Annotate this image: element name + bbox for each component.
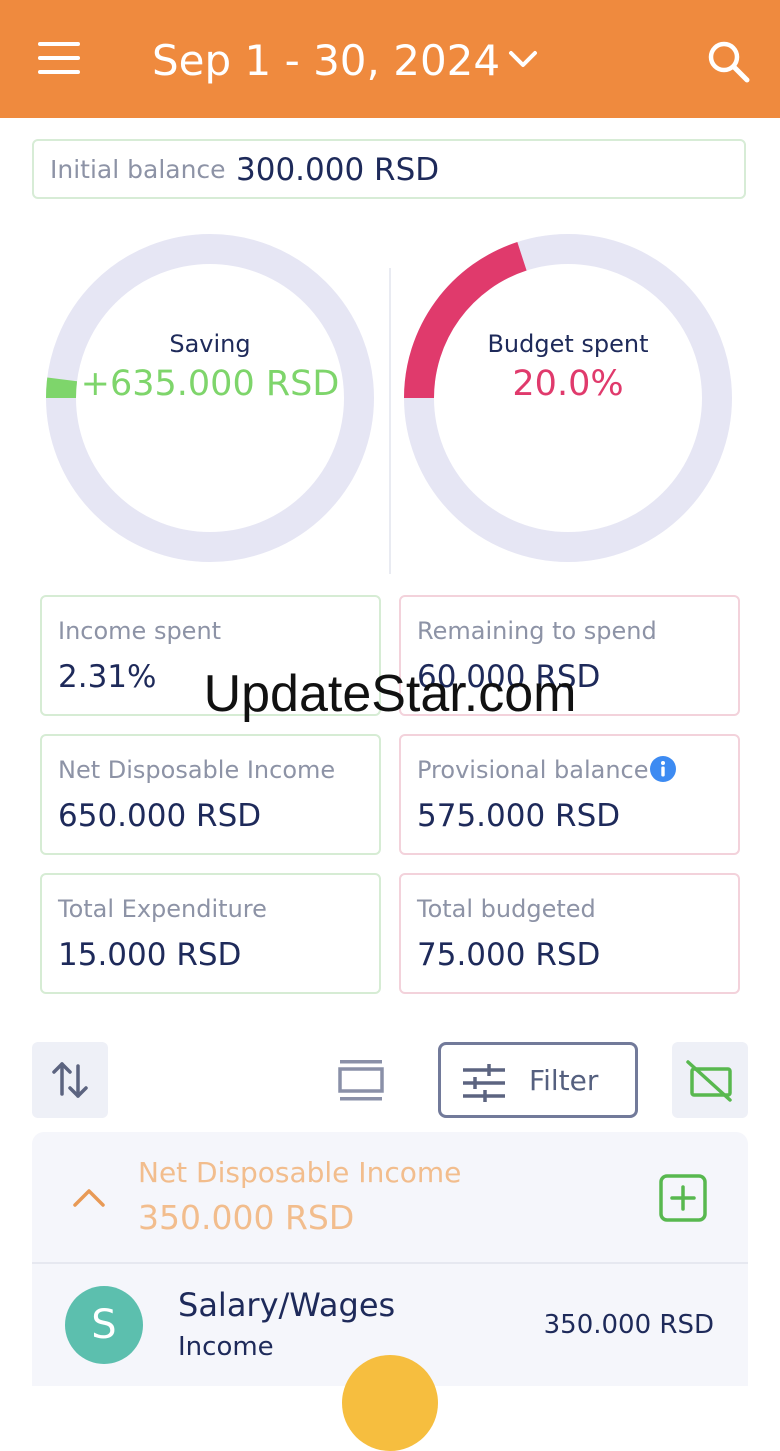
floating-action-button[interactable] xyxy=(342,1355,438,1451)
budget-donut-arc xyxy=(404,242,527,399)
saving-value: +635.000 RSD xyxy=(80,364,340,404)
provisional-balance-card[interactable]: Provisional balance 575.000 RSD xyxy=(399,734,740,855)
initial-balance-field[interactable]: Initial balance 300.000 RSD xyxy=(32,139,746,199)
donut-divider xyxy=(389,268,391,574)
remaining-to-spend-label: Remaining to spend xyxy=(417,617,657,645)
total-expenditure-label: Total Expenditure xyxy=(58,895,267,923)
income-spent-value: 2.31% xyxy=(58,659,157,695)
income-spent-label: Income spent xyxy=(58,617,222,645)
initial-balance-label: Initial balance xyxy=(50,155,226,184)
view-layout-icon[interactable] xyxy=(334,1058,388,1104)
total-budgeted-label: Total budgeted xyxy=(417,895,596,923)
remaining-to-spend-card[interactable]: Remaining to spend 60.000 RSD xyxy=(399,595,740,716)
card-toggle-button[interactable] xyxy=(672,1042,748,1118)
saving-label: Saving xyxy=(169,330,251,358)
hamburger-icon[interactable] xyxy=(38,42,80,76)
avatar: S xyxy=(65,1286,143,1364)
transaction-amount: 350.000 RSD xyxy=(543,1310,714,1340)
income-group-header[interactable]: Net Disposable Income 350.000 RSD xyxy=(32,1132,748,1262)
sliders-icon xyxy=(463,1064,505,1102)
info-icon[interactable] xyxy=(649,755,677,783)
watermark-text: UpdateStar.com xyxy=(203,665,577,723)
filter-button[interactable]: Filter xyxy=(438,1042,638,1118)
add-square-icon[interactable] xyxy=(659,1174,707,1222)
budget-spent-label: Budget spent xyxy=(487,330,649,358)
chevron-down-icon[interactable] xyxy=(506,44,540,74)
total-budgeted-value: 75.000 RSD xyxy=(417,937,601,973)
total-expenditure-card[interactable]: Total Expenditure 15.000 RSD xyxy=(40,873,381,994)
budget-donut-chart[interactable] xyxy=(403,233,733,563)
group-total: 350.000 RSD xyxy=(138,1198,355,1237)
provisional-balance-label: Provisional balance xyxy=(417,756,649,784)
remaining-to-spend-value: 60.000 RSD xyxy=(417,659,601,695)
initial-balance-value: 300.000 RSD xyxy=(236,152,440,188)
group-title: Net Disposable Income xyxy=(138,1156,462,1189)
saving-donut-chart[interactable] xyxy=(45,233,375,563)
chevron-up-icon[interactable] xyxy=(72,1184,106,1210)
income-group-section: Net Disposable Income 350.000 RSD S Sala… xyxy=(32,1132,748,1386)
net-disposable-income-value: 650.000 RSD xyxy=(58,798,262,834)
income-spent-card[interactable]: Income spent 2.31% xyxy=(40,595,381,716)
net-disposable-income-label: Net Disposable Income xyxy=(58,756,336,784)
filter-label: Filter xyxy=(529,1064,599,1097)
card-off-icon xyxy=(686,1060,732,1102)
transaction-name: Salary/Wages xyxy=(178,1286,396,1324)
saving-donut-arc xyxy=(46,377,78,399)
budget-spent-value: 20.0% xyxy=(512,364,624,404)
provisional-balance-value: 575.000 RSD xyxy=(417,798,621,834)
transaction-category: Income xyxy=(178,1332,274,1362)
total-expenditure-value: 15.000 RSD xyxy=(58,937,242,973)
sort-button[interactable] xyxy=(32,1042,108,1118)
app-header: Sep 1 - 30, 2024 xyxy=(0,0,780,118)
transaction-row[interactable]: S Salary/Wages Income 350.000 RSD xyxy=(32,1264,748,1386)
sort-arrows-icon xyxy=(52,1062,88,1098)
date-range-label[interactable]: Sep 1 - 30, 2024 xyxy=(152,36,501,85)
group-divider xyxy=(32,1262,748,1264)
net-disposable-income-card[interactable]: Net Disposable Income 650.000 RSD xyxy=(40,734,381,855)
search-icon[interactable] xyxy=(705,38,753,86)
total-budgeted-card[interactable]: Total budgeted 75.000 RSD xyxy=(399,873,740,994)
